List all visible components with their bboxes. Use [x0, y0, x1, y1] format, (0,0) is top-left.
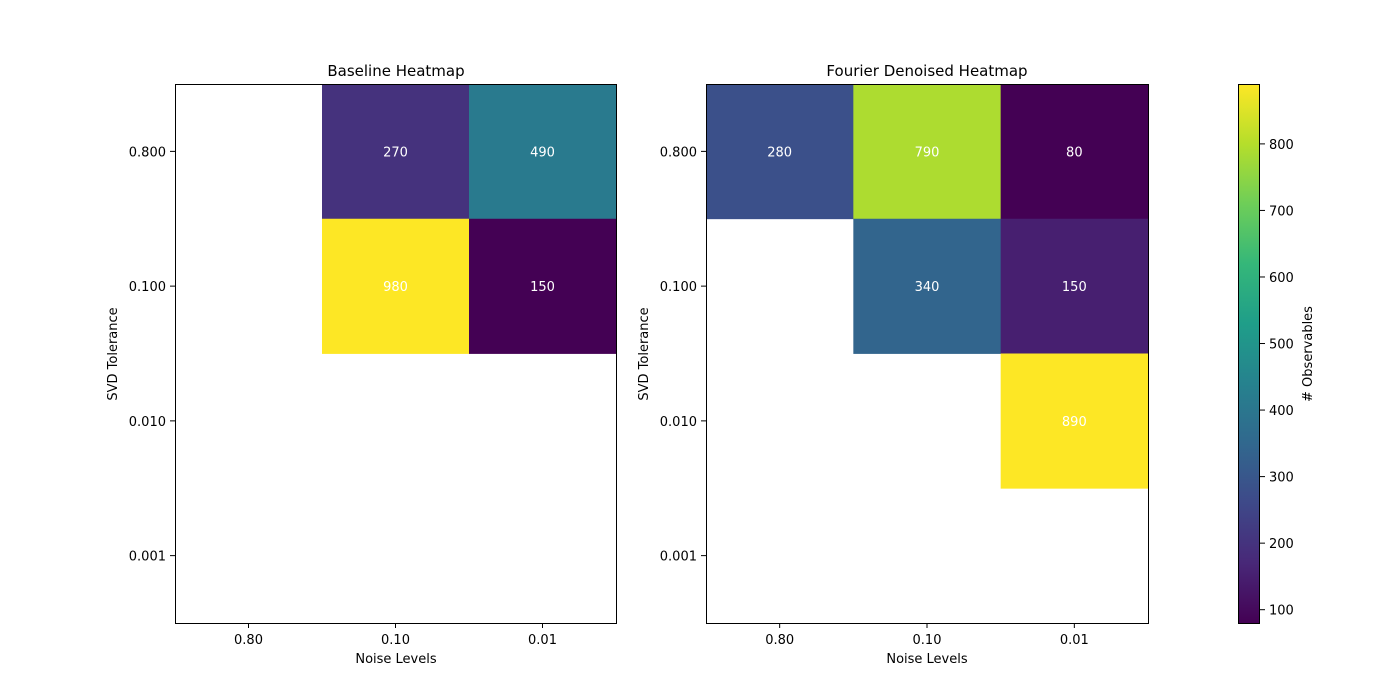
colorbar: 100 200 300 400 500 600 700 800 # Observables: [1238, 84, 1316, 624]
colorbar-tick-label: 800: [1269, 138, 1294, 153]
heatmap-cell: [706, 84, 854, 220]
y-axis-label: SVD Tolerance: [106, 307, 121, 400]
y-tick-label: 0.010: [660, 415, 697, 430]
cell-value-label: 980: [383, 280, 408, 295]
colorbar-gradient: [1238, 84, 1260, 623]
colorbar-tick-label: 400: [1269, 404, 1294, 419]
x-tick-label: 0.80: [765, 633, 794, 648]
y-tick-label: 0.800: [660, 145, 697, 160]
colorbar-tick-label: 300: [1269, 471, 1294, 486]
cell-value-label: 150: [530, 280, 555, 295]
x-tick-label: 0.10: [381, 633, 410, 648]
y-tick-label: 0.010: [129, 415, 166, 430]
heatmap-cell: [469, 218, 617, 354]
x-tick-label: 0.01: [1060, 633, 1089, 648]
cell-value-label: 270: [383, 145, 408, 160]
heatmap-cell: [1000, 353, 1149, 489]
heatmap-cell: [322, 84, 470, 220]
colorbar-tick-label: 700: [1269, 204, 1294, 219]
cell-value-label: 80: [1066, 145, 1083, 160]
colorbar-frame: [1238, 84, 1260, 624]
y-tick-label: 0.001: [129, 550, 166, 565]
heatmap-cell: [1000, 218, 1149, 354]
y-tick-label: 0.800: [129, 145, 166, 160]
y-axis-label: SVD Tolerance: [637, 307, 652, 400]
heatmap-cell: [322, 218, 470, 354]
cell-value-label: 280: [767, 145, 792, 160]
heatmap-cell: [1000, 84, 1149, 220]
y-tick-label: 0.100: [129, 280, 166, 295]
chart-title: Fourier Denoised Heatmap: [826, 62, 1027, 80]
cell-value-label: 150: [1062, 280, 1087, 295]
colorbar-tick-label: 600: [1269, 271, 1294, 286]
y-tick-label: 0.001: [660, 550, 697, 565]
cell-value-label: 790: [915, 145, 940, 160]
heatmap-cell: [853, 218, 1002, 354]
colorbar-tick-label: 500: [1269, 338, 1294, 353]
heatmap-cell: [469, 84, 617, 220]
x-axis-label: Noise Levels: [886, 652, 968, 667]
colorbar-tick-label: 100: [1269, 604, 1294, 619]
cell-value-label: 490: [530, 145, 555, 160]
colorbar-label: # Observables: [1301, 306, 1316, 402]
cell-value-label: 890: [1062, 415, 1087, 430]
chart-title: Baseline Heatmap: [327, 62, 464, 80]
baseline-heatmap-panel: 270 490 980 150 0.80 0.10 0.01 0.800 0.100 0.01…: [106, 62, 617, 667]
fourier-denoised-heatmap-panel: 280 790 80 340 150 890 0.80 0.10 0.01 0.800 0.10…: [637, 62, 1149, 667]
x-tick-label: 0.10: [913, 633, 942, 648]
cell-value-label: 340: [915, 280, 940, 295]
y-tick-label: 0.100: [660, 280, 697, 295]
x-axis-label: Noise Levels: [355, 652, 437, 667]
x-tick-label: 0.01: [528, 633, 557, 648]
colorbar-tick-label: 200: [1269, 537, 1294, 552]
x-tick-label: 0.80: [234, 633, 263, 648]
heatmap-cell: [853, 84, 1002, 220]
